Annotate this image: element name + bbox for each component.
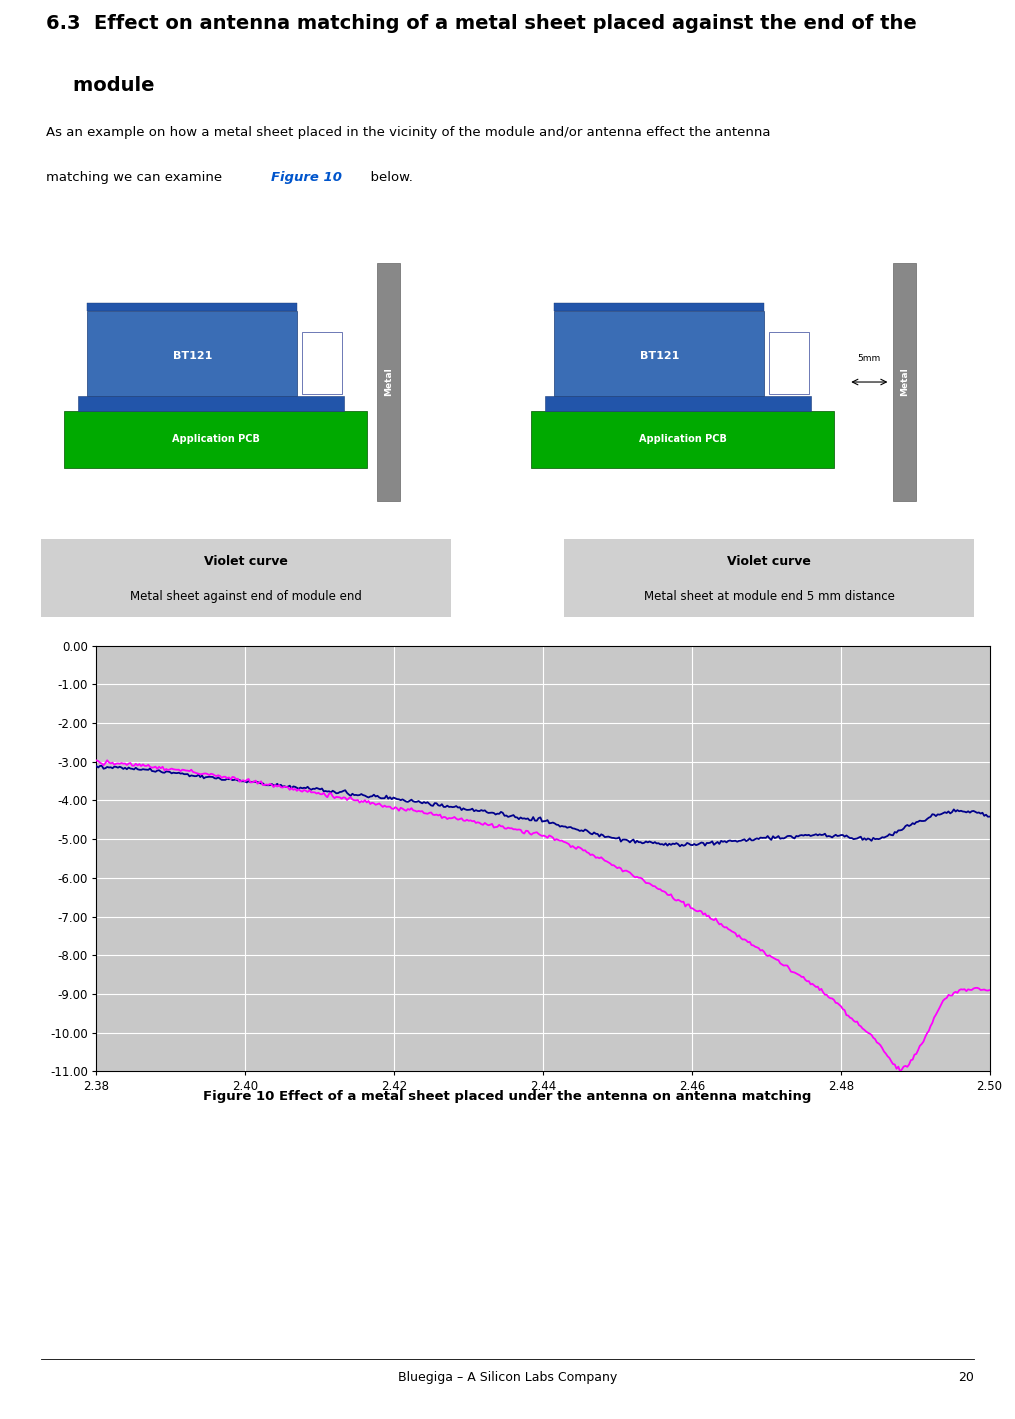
Text: Metal sheet at module end 5 mm distance: Metal sheet at module end 5 mm distance (644, 590, 894, 603)
Bar (41, 539, 452, 617)
Text: module: module (46, 75, 154, 95)
Text: matching we can examine: matching we can examine (46, 170, 226, 183)
Text: Violet curve: Violet curve (727, 555, 811, 568)
Bar (893, 263, 917, 501)
Text: Figure 10 Effect of a metal sheet placed under the antenna on antenna matching: Figure 10 Effect of a metal sheet placed… (203, 1090, 812, 1103)
Bar (554, 311, 764, 396)
Text: Application PCB: Application PCB (172, 434, 260, 444)
Text: Metal: Metal (384, 368, 393, 396)
Bar (64, 410, 367, 468)
Bar (545, 396, 811, 410)
Bar (769, 332, 809, 394)
Bar (87, 304, 297, 311)
Bar (87, 311, 297, 396)
Text: 6.3  Effect on antenna matching of a metal sheet placed against the end of the: 6.3 Effect on antenna matching of a meta… (46, 14, 917, 33)
Text: Metal sheet against end of module end: Metal sheet against end of module end (130, 590, 362, 603)
Text: below.: below. (361, 170, 412, 183)
Text: Figure 10: Figure 10 (271, 170, 342, 183)
Text: Application PCB: Application PCB (638, 434, 727, 444)
Text: 5mm: 5mm (858, 353, 881, 363)
Text: BT121: BT121 (639, 350, 679, 360)
Bar (302, 332, 342, 394)
Bar (554, 304, 764, 311)
Text: Metal: Metal (900, 368, 908, 396)
Text: 20: 20 (958, 1371, 974, 1385)
Text: Violet curve: Violet curve (204, 555, 288, 568)
Bar (531, 410, 834, 468)
Text: As an example on how a metal sheet placed in the vicinity of the module and/or a: As an example on how a metal sheet place… (46, 126, 770, 139)
Bar (78, 396, 344, 410)
Text: BT121: BT121 (173, 350, 212, 360)
Bar (563, 539, 974, 617)
Bar (377, 263, 400, 501)
Text: Bluegiga – A Silicon Labs Company: Bluegiga – A Silicon Labs Company (398, 1371, 617, 1385)
